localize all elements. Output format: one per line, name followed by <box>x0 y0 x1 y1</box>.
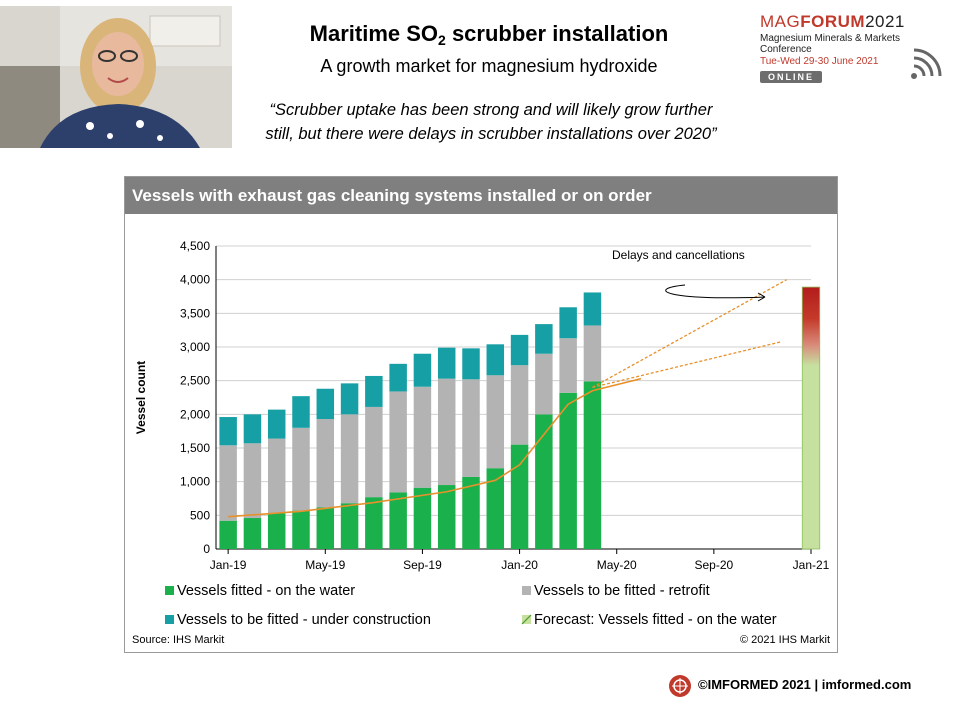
bar-retrofit <box>437 378 456 486</box>
y-tick-label: 0 <box>203 542 210 556</box>
bar-under-construction <box>486 344 505 376</box>
slide-title: Maritime SO2 scrubber installation <box>309 21 669 48</box>
bar-retrofit <box>535 353 553 415</box>
trend-line-low <box>592 340 783 389</box>
chart-frame: Vessels with exhaust gas cleaning system… <box>124 176 838 653</box>
chart-source: Source: IHS Markit <box>132 634 224 646</box>
bar-on-water <box>462 476 480 549</box>
x-tick-label: Sep-19 <box>403 558 442 572</box>
trend-line-history <box>228 377 642 518</box>
bar-on-water <box>365 497 383 549</box>
wifi-icon <box>911 48 942 79</box>
bar-under-construction <box>292 396 310 428</box>
bar-on-water <box>583 381 602 549</box>
chart-title: Vessels with exhaust gas cleaning system… <box>125 177 837 214</box>
y-tick-label: 3,000 <box>180 340 210 354</box>
bar-on-water <box>510 444 529 549</box>
bar-retrofit <box>292 427 310 511</box>
bar-retrofit <box>389 391 407 493</box>
bar-on-water <box>535 414 553 549</box>
y-tick-label: 2,500 <box>180 374 210 388</box>
bar-under-construction <box>583 292 602 326</box>
annotation-arrowhead <box>757 292 766 302</box>
bar-under-construction <box>462 348 480 380</box>
bar-on-water <box>267 513 286 549</box>
footer: ©IMFORMED 2021 | imformed.com <box>668 674 948 698</box>
footer-text: ©IMFORMED 2021 | imformed.com <box>698 677 912 692</box>
slide-quote: “Scrubber uptake has been strong and wil… <box>265 101 717 143</box>
y-tick-label: 2,000 <box>180 407 210 421</box>
bar-under-construction <box>243 414 262 444</box>
bar-retrofit <box>486 375 505 469</box>
bar-on-water <box>389 492 407 549</box>
bar-under-construction <box>510 334 529 366</box>
y-tick-label: 500 <box>190 508 210 522</box>
bar-under-construction <box>219 417 237 446</box>
bar-on-water <box>219 520 237 549</box>
y-tick-label: 3,500 <box>180 306 210 320</box>
bar-retrofit <box>243 443 262 519</box>
legend-label: Vessels fitted - on the water <box>177 583 355 599</box>
bar-on-water <box>413 487 432 549</box>
bar-retrofit <box>340 414 359 504</box>
y-axis-label: Vessel count <box>134 361 148 434</box>
legend-label: Forecast: Vessels fitted - on the water <box>534 612 777 628</box>
bar-under-construction <box>535 324 553 354</box>
bar-on-water <box>437 485 456 549</box>
bar-retrofit <box>267 438 286 514</box>
bar-under-construction <box>267 409 286 439</box>
bar-under-construction <box>559 307 577 339</box>
slide-subtitle: A growth market for magnesium hydroxide <box>320 56 658 76</box>
bar-under-construction <box>365 375 383 407</box>
trend-line-high <box>592 279 788 388</box>
x-tick-label: Jan-19 <box>210 558 247 572</box>
bar-retrofit <box>316 419 335 508</box>
bar-retrofit <box>559 338 577 393</box>
bar-under-construction <box>437 347 456 379</box>
bar-on-water <box>486 468 505 549</box>
bar-on-water <box>559 392 577 549</box>
bar-retrofit <box>413 386 432 488</box>
annotation-arrow <box>665 284 766 299</box>
bar-on-water <box>243 518 262 549</box>
stacked-bar-chart: 0 500 1,000 1,500 2,000 2,500 3,000 3,500 4,000 4… <box>132 239 830 646</box>
legend-swatch <box>522 586 531 595</box>
bar-under-construction <box>316 388 335 420</box>
x-tick-label: Jan-21 <box>793 558 830 572</box>
legend-label: Vessels to be fitted - under constructio… <box>177 612 431 628</box>
bar-on-water <box>340 503 359 549</box>
imformed-logo-icon <box>669 675 691 697</box>
bar-retrofit <box>510 365 529 445</box>
annotation-delays: Delays and cancellations <box>612 248 745 262</box>
chart-copyright: © 2021 IHS Markit <box>740 634 830 646</box>
slide-title-block: Maritime SO2 scrubber installation A gro… <box>250 20 728 78</box>
bar-under-construction <box>340 383 359 415</box>
x-tick-label: Sep-20 <box>695 558 734 572</box>
y-tick-label: 1,500 <box>180 441 210 455</box>
y-tick-label: 1,000 <box>180 475 210 489</box>
bar-retrofit <box>583 325 602 382</box>
bar-on-water <box>316 507 335 549</box>
presenter-webcam <box>0 6 232 148</box>
x-tick-label: Jan-20 <box>501 558 538 572</box>
bar-retrofit <box>219 445 237 521</box>
y-tick-label: 4,500 <box>180 239 210 253</box>
magforum-logo: MAGFORUM2021 Magnesium Minerals & Market… <box>760 12 950 84</box>
bar-under-construction <box>389 363 407 392</box>
legend-hatch <box>521 614 532 625</box>
bar-forecast <box>801 286 821 550</box>
bar-retrofit <box>365 406 383 498</box>
legend-swatch <box>165 586 174 595</box>
x-tick-label: May-20 <box>597 558 637 572</box>
bar-retrofit <box>462 379 480 477</box>
x-tick-label: May-19 <box>305 558 345 572</box>
bar-on-water <box>292 510 310 549</box>
legend-swatch <box>165 615 174 624</box>
bar-under-construction <box>413 353 432 387</box>
y-tick-label: 4,000 <box>180 273 210 287</box>
legend-label: Vessels to be fitted - retrofit <box>534 583 710 599</box>
